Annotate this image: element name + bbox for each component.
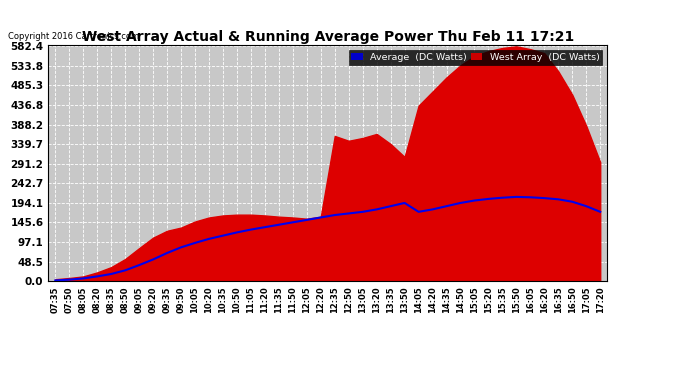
Text: Copyright 2016 Cartronics.com: Copyright 2016 Cartronics.com bbox=[8, 32, 139, 41]
Title: West Array Actual & Running Average Power Thu Feb 11 17:21: West Array Actual & Running Average Powe… bbox=[81, 30, 574, 44]
Legend: Average  (DC Watts), West Array  (DC Watts): Average (DC Watts), West Array (DC Watts… bbox=[348, 50, 602, 64]
